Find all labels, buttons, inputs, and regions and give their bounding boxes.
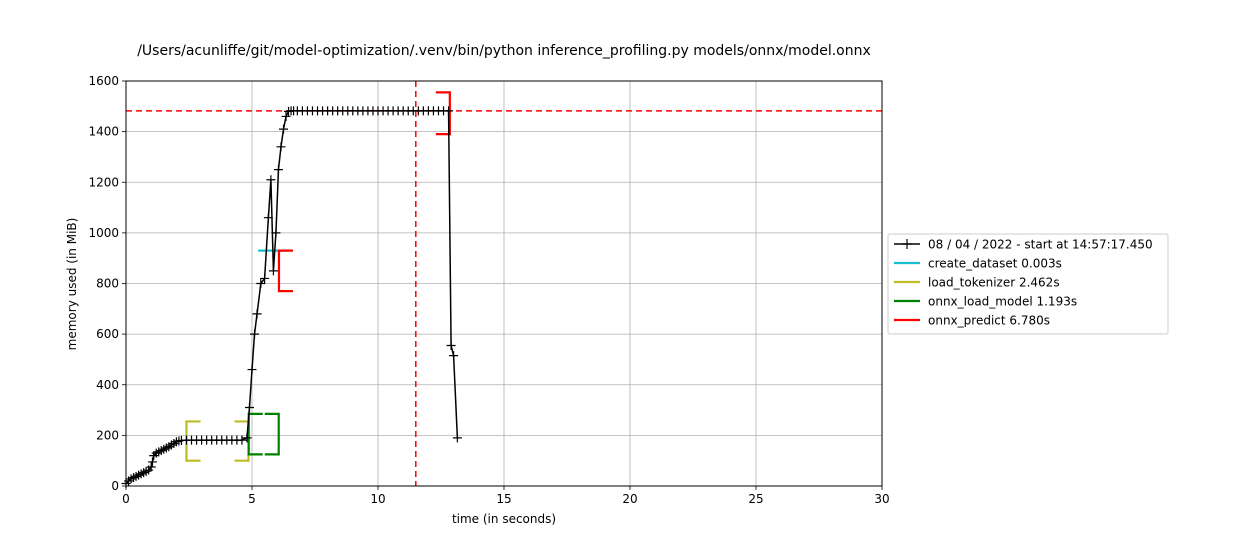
data-point <box>139 468 149 478</box>
data-point <box>263 213 273 223</box>
data-point <box>444 106 454 116</box>
legend-marker <box>902 239 912 249</box>
legend-label: onnx_load_model 1.193s <box>928 295 1077 309</box>
data-point <box>247 365 257 375</box>
legend-label: 08 / 04 / 2022 - start at 14:57:17.450 <box>928 238 1153 252</box>
axis-ticks: 0 5 10 15 20 25 30 0 200 400 600 800 1000 1200 1400 160… <box>88 74 889 506</box>
onnx-load-model-start-bracket <box>247 412 263 456</box>
x-tick-label: 20 <box>622 492 637 506</box>
y-tick-label: 1400 <box>88 125 119 139</box>
function-brackets <box>185 91 451 462</box>
data-point <box>260 273 270 283</box>
data-point <box>156 446 166 456</box>
data-point <box>134 470 144 480</box>
legend-label: load_tokenizer 2.462s <box>928 276 1060 290</box>
grid <box>126 81 882 486</box>
x-tick-label: 5 <box>248 492 256 506</box>
x-tick-label: 15 <box>496 492 511 506</box>
data-point <box>159 444 169 454</box>
data-point <box>154 447 164 457</box>
reference-lines <box>126 81 882 486</box>
legend-label: onnx_predict 6.780s <box>928 314 1050 328</box>
data-point <box>279 124 288 134</box>
data-point <box>237 435 247 445</box>
data-point <box>268 266 278 276</box>
load-tokenizer-start-bracket <box>185 420 201 462</box>
legend-label: create_dataset 0.003s <box>928 257 1062 271</box>
data-point <box>266 175 276 185</box>
data-point <box>146 462 156 472</box>
data-point <box>446 341 456 351</box>
x-axis-label: time (in seconds) <box>452 512 556 526</box>
data-point <box>273 165 283 175</box>
x-tick-label: 30 <box>874 492 889 506</box>
data-point <box>252 309 262 319</box>
data-point <box>449 351 459 361</box>
data-point <box>276 142 286 152</box>
memory-series <box>121 106 462 488</box>
data-point <box>452 433 462 443</box>
legend-box <box>887 233 1169 335</box>
y-tick-label: 1200 <box>88 175 119 189</box>
x-tick-label: 10 <box>370 492 385 506</box>
data-point <box>136 469 146 479</box>
data-point <box>250 329 260 339</box>
data-point <box>131 471 141 481</box>
data-point <box>281 111 291 121</box>
y-tick-label: 200 <box>96 428 119 442</box>
onnx-load-model-end-bracket <box>264 412 280 456</box>
x-tick-label: 25 <box>748 492 763 506</box>
data-point <box>147 457 157 467</box>
y-axis-label: memory used (in MiB) <box>65 218 79 351</box>
data-point <box>271 228 281 238</box>
onnx-predict-start-bracket <box>277 249 293 293</box>
data-point <box>242 433 252 443</box>
data-point <box>256 279 266 288</box>
y-tick-label: 0 <box>111 479 119 493</box>
data-point <box>244 403 254 413</box>
memory-line <box>125 110 459 484</box>
y-tick-label: 800 <box>96 277 119 291</box>
y-tick-label: 400 <box>96 378 119 392</box>
legend: 08 / 04 / 2022 - start at 14:57:17.450 cr… <box>887 233 1169 335</box>
y-tick-label: 1600 <box>88 74 119 88</box>
x-tick-label: 0 <box>122 492 130 506</box>
chart-title: /Users/acunliffe/git/model-optimization/… <box>137 43 871 59</box>
onnx-predict-end-bracket <box>435 91 451 136</box>
y-tick-label: 1000 <box>88 226 119 240</box>
y-tick-label: 600 <box>96 327 119 341</box>
